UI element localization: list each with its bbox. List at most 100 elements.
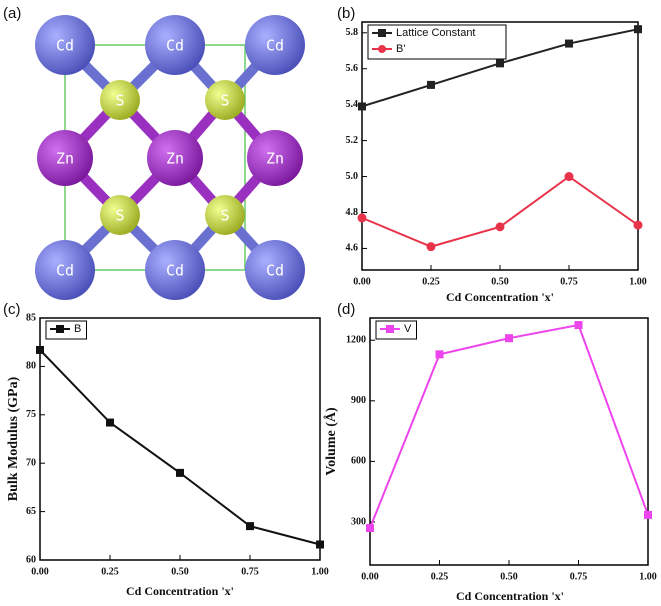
atom-label: Cd	[56, 37, 74, 55]
x-tick-label: 1.00	[629, 276, 647, 287]
atom	[245, 15, 305, 75]
point	[496, 59, 504, 68]
atom	[245, 240, 305, 300]
panel-label: (d)	[337, 301, 355, 318]
atom	[145, 240, 205, 300]
atom	[37, 130, 93, 186]
y-axis-label: Volume (Å)	[323, 407, 339, 476]
y-tick-label: 300	[351, 516, 366, 527]
x-axis-label: Cd Concentration 'x'	[446, 290, 554, 304]
atom-label: S	[220, 207, 229, 225]
atom	[147, 130, 203, 186]
x-tick-label: 1.00	[311, 566, 329, 577]
atom	[145, 15, 205, 75]
point	[427, 80, 435, 89]
point	[358, 102, 366, 111]
y-tick-label: 5.6	[346, 63, 359, 74]
legend-marker	[378, 29, 386, 37]
atom	[205, 195, 245, 235]
atom	[100, 195, 140, 235]
atom-label: Cd	[266, 37, 284, 55]
atom-label: S	[115, 207, 124, 225]
x-tick-label: 0.75	[570, 571, 588, 582]
legend-label: Lattice Constant	[396, 27, 476, 39]
y-tick-label: 4.6	[346, 243, 359, 254]
y-tick-label: 5.8	[346, 27, 359, 38]
atom-label: Cd	[266, 262, 284, 280]
x-tick-label: 0.25	[422, 276, 440, 287]
y-tick-label: 4.8	[346, 207, 359, 218]
y-tick-label: 85	[26, 312, 36, 323]
atom-label: Zn	[56, 150, 74, 168]
legend-marker	[378, 45, 386, 53]
legend-marker	[386, 325, 394, 333]
atom-label: Cd	[166, 37, 184, 55]
x-tick-label: 0.25	[101, 566, 119, 577]
x-tick-label: 0.75	[560, 276, 578, 287]
panel-label: (b)	[337, 5, 355, 22]
point	[505, 334, 513, 343]
y-tick-label: 900	[351, 395, 366, 406]
x-tick-label: 0.75	[241, 566, 259, 577]
y-tick-label: 1200	[346, 335, 366, 346]
point	[574, 321, 583, 330]
crystal-structure: Cd Cd Cd Cd Cd Cd Zn Zn Zn S S S S	[35, 15, 305, 300]
y-axis-label: Bulk Modulus (GPa)	[6, 376, 21, 501]
atom-label: S	[220, 92, 229, 110]
atom-label: S	[115, 92, 124, 110]
y-tick-label: 600	[351, 456, 366, 467]
point	[36, 345, 44, 354]
x-tick-label: 0.00	[361, 571, 379, 582]
series-line	[361, 175, 639, 248]
y-tick-label: 80	[26, 361, 36, 372]
y-tick-label: 70	[26, 457, 36, 468]
y-tick-label: 5.0	[346, 171, 359, 182]
legend-label: V	[404, 323, 412, 335]
legend-label: B	[74, 323, 81, 335]
point	[435, 350, 444, 359]
atom	[205, 80, 245, 120]
x-axis-label: Cd Concentration 'x'	[456, 589, 564, 603]
legend-label: B'	[396, 43, 405, 55]
y-tick-label: 5.2	[346, 135, 359, 146]
atom-label: Zn	[266, 150, 284, 168]
panel-label: (c)	[3, 301, 21, 318]
x-tick-label: 0.50	[171, 566, 189, 577]
y-tick-label: 5.4	[346, 99, 359, 110]
point	[426, 242, 436, 252]
atom	[35, 240, 95, 300]
series-line	[39, 349, 321, 546]
x-tick-label: 0.50	[500, 571, 518, 582]
atom	[35, 15, 95, 75]
atom-label: Zn	[166, 150, 184, 168]
y-tick-label: 65	[26, 506, 36, 517]
point	[366, 524, 374, 533]
point	[565, 39, 573, 48]
x-tick-label: 0.00	[353, 276, 371, 287]
point	[316, 540, 324, 549]
point	[357, 213, 367, 223]
series-line	[369, 323, 649, 529]
x-axis-label: Cd Concentration 'x'	[126, 584, 234, 598]
atom-label: Cd	[166, 262, 184, 280]
point	[495, 222, 505, 232]
plot-frame	[369, 317, 649, 566]
point	[634, 25, 642, 34]
point	[633, 220, 643, 230]
atom-label: Cd	[56, 262, 74, 280]
y-tick-label: 75	[26, 409, 36, 420]
atom	[100, 80, 140, 120]
legend-box	[367, 24, 507, 60]
legend-marker	[56, 325, 64, 333]
point	[564, 172, 574, 182]
point	[106, 418, 114, 427]
x-tick-label: 0.25	[431, 571, 449, 582]
point	[644, 510, 652, 519]
plot-frame	[39, 317, 321, 561]
x-tick-label: 0.50	[491, 276, 509, 287]
x-tick-label: 0.00	[31, 566, 49, 577]
point	[246, 522, 254, 531]
y-tick-label: 60	[26, 554, 36, 565]
atom	[247, 130, 303, 186]
